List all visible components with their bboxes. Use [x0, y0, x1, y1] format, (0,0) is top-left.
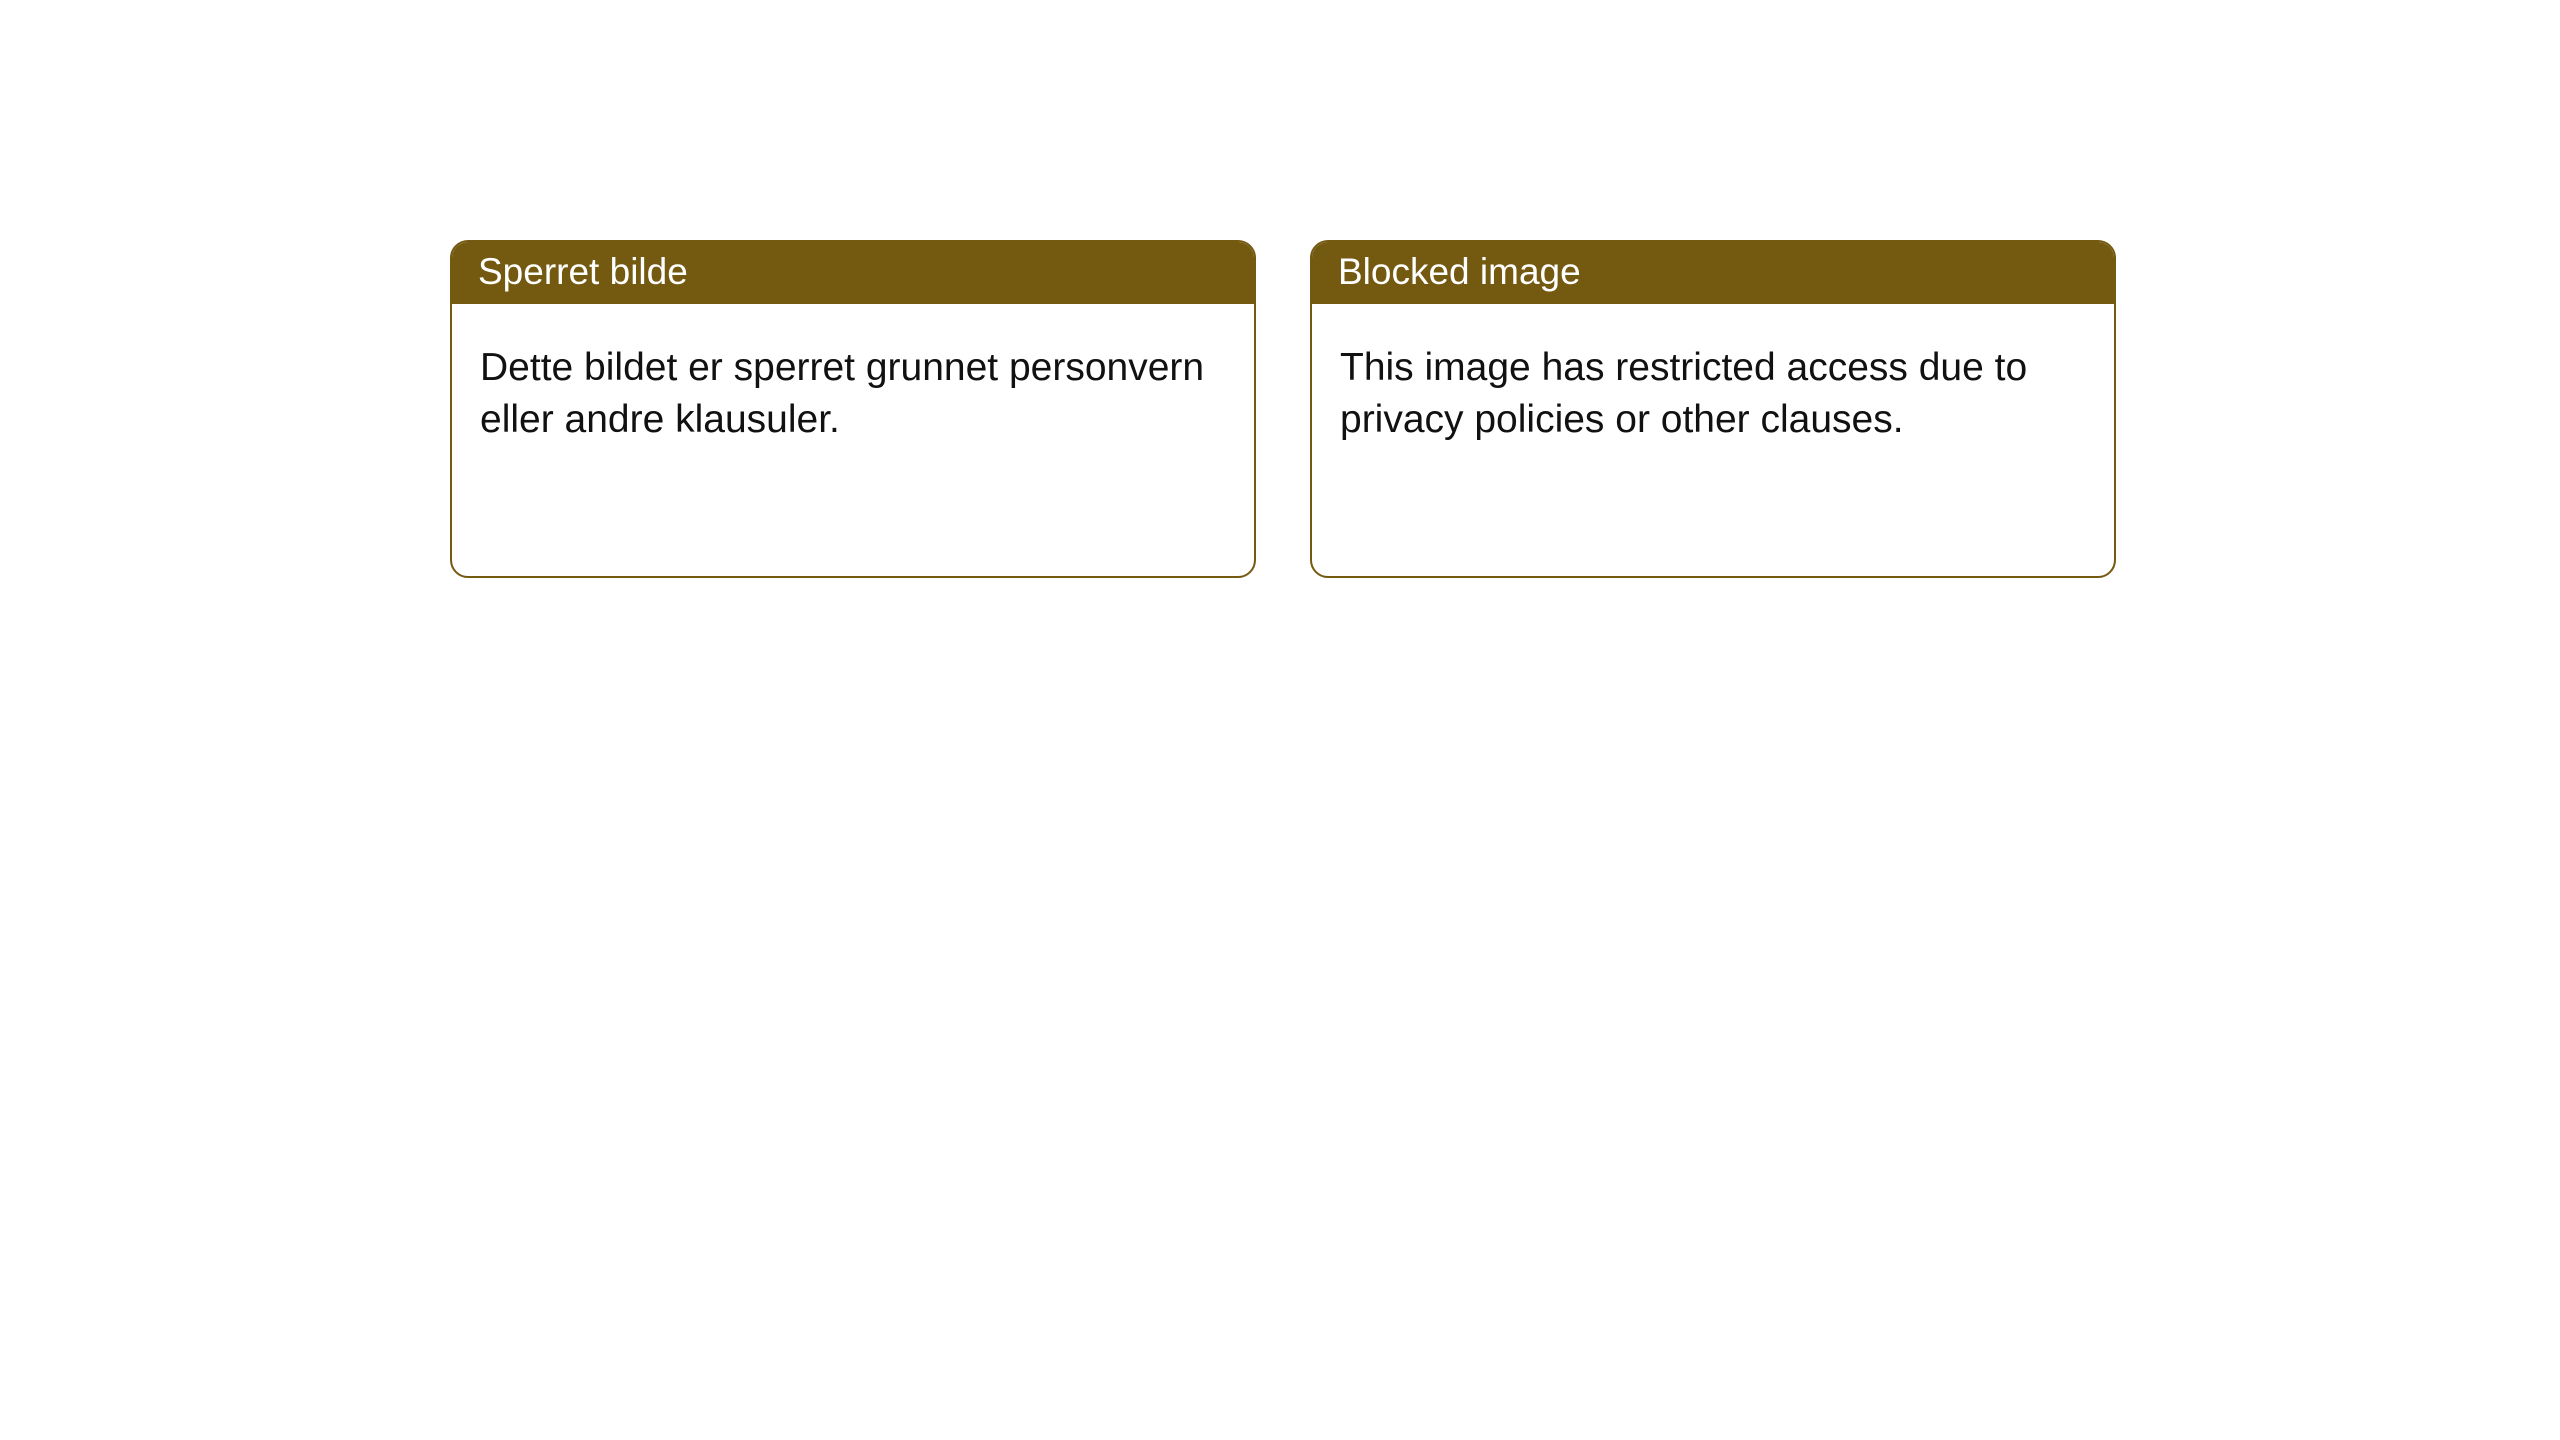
- notice-card-title: Blocked image: [1312, 242, 2114, 304]
- notice-cards-row: Sperret bilde Dette bildet er sperret gr…: [0, 0, 2560, 578]
- notice-card-english: Blocked image This image has restricted …: [1310, 240, 2116, 578]
- notice-card-norwegian: Sperret bilde Dette bildet er sperret gr…: [450, 240, 1256, 578]
- notice-card-body: Dette bildet er sperret grunnet personve…: [452, 304, 1254, 576]
- notice-card-body: This image has restricted access due to …: [1312, 304, 2114, 576]
- notice-card-title: Sperret bilde: [452, 242, 1254, 304]
